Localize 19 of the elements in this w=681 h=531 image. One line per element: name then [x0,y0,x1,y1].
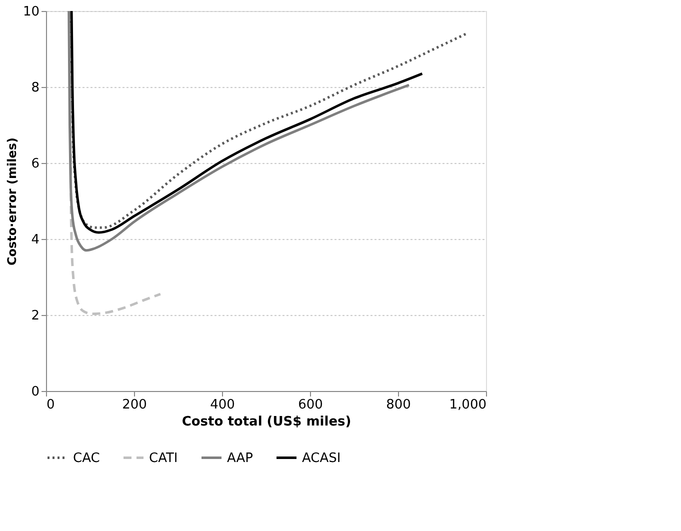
x-tick-label: 1,000 [449,398,486,412]
x-axis-title: Costo total (US$ miles) [182,414,352,430]
legend-label: ACASI [302,450,341,466]
y-tick-label: 0 [31,384,40,400]
y-tick-label: 10 [22,4,40,20]
x-tick-label: 200 [122,398,147,412]
legend-label: CAC [73,450,100,466]
y-tick-label: 8 [31,80,40,96]
x-tick-label: 600 [298,398,323,412]
y-tick-label: 6 [31,156,40,172]
legend-label: CATI [149,450,178,466]
y-tick-label: 4 [31,232,40,248]
x-tick-label: 400 [210,398,235,412]
x-tick-label: 800 [386,398,411,412]
legend-label: AAP [227,450,254,466]
x-tick-label: 0 [46,398,55,412]
y-tick-label: 2 [31,308,40,324]
y-axis-title: Costo·error (miles) [4,137,19,266]
line-series [68,11,162,316]
